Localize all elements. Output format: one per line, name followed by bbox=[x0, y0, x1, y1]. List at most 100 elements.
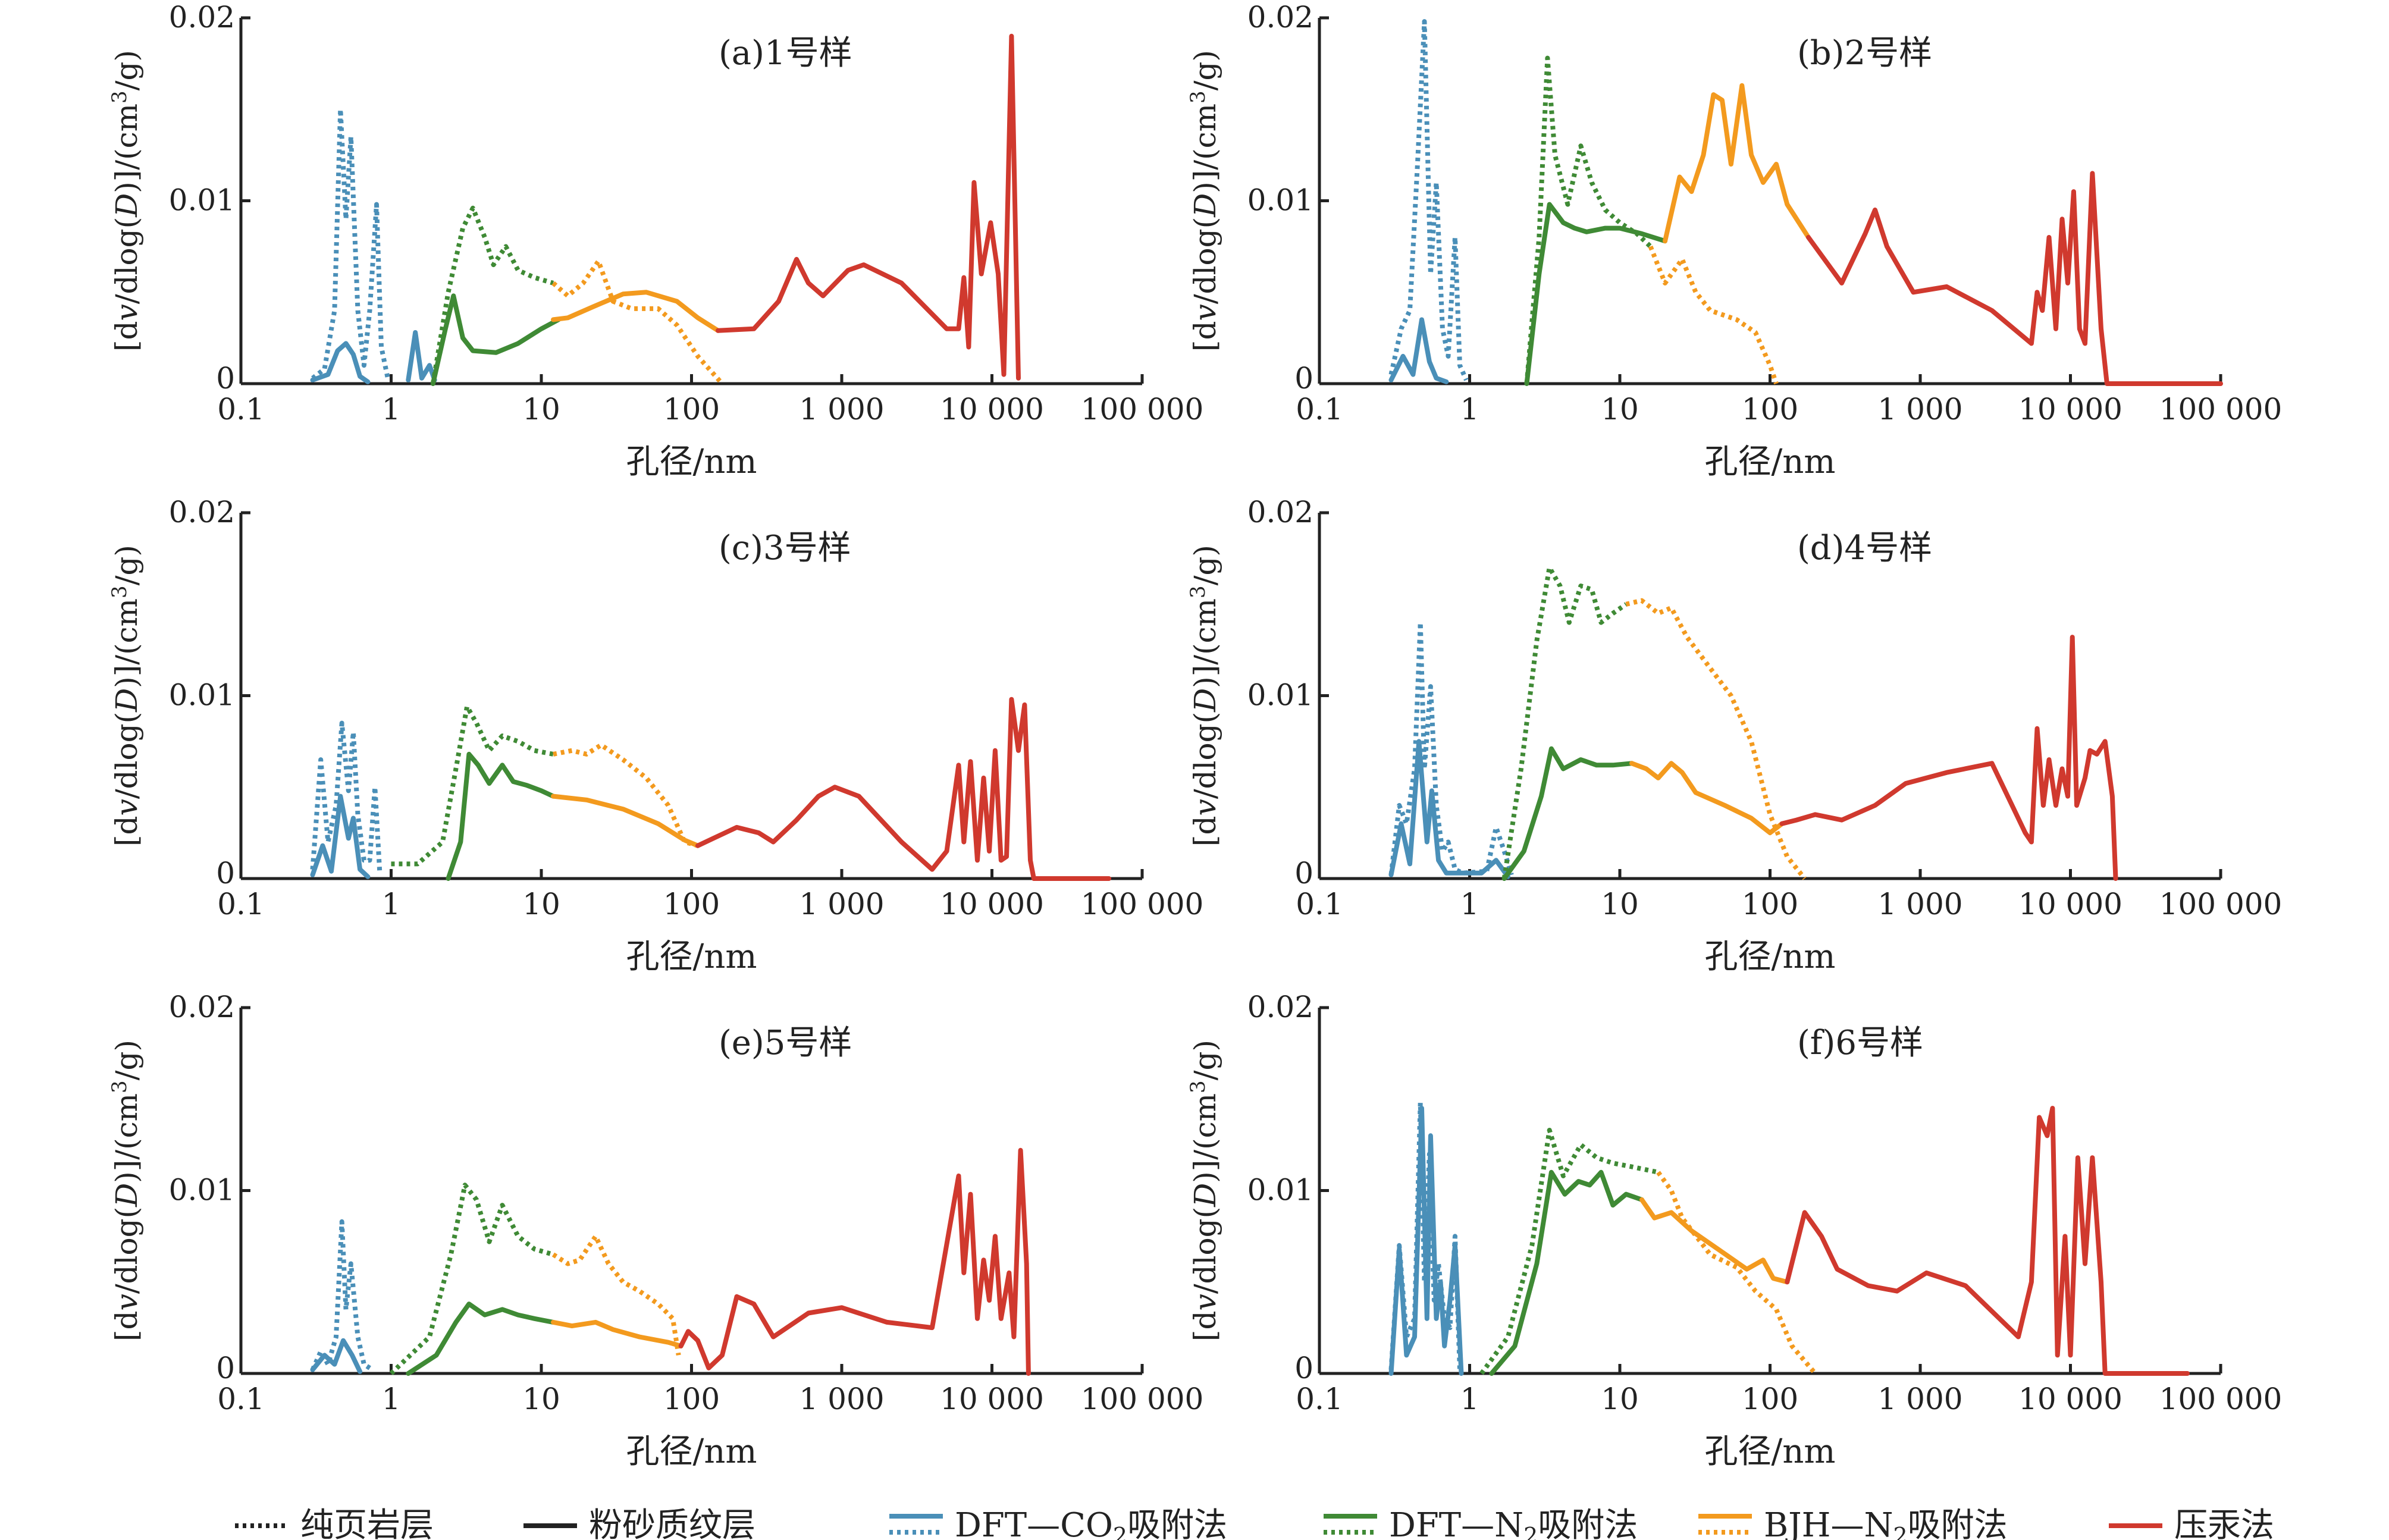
series-n2dft-solid bbox=[406, 1301, 556, 1376]
legend-n2dft: DFT—N2吸附法 bbox=[1324, 1506, 1638, 1540]
x-axis-label: 孔径/nm bbox=[1704, 937, 1835, 976]
panel-4: 0.1 1 10 100 1 000 10 000 100 000 0 0.01 0.02 孔径/n… bbox=[1186, 495, 2282, 976]
series-n2dft-solid bbox=[1524, 202, 1667, 386]
x-tick-label: 10 bbox=[522, 392, 560, 426]
legend-bjh: BJH—N2吸附法 bbox=[1698, 1506, 2008, 1540]
series-bjh-solid bbox=[551, 1319, 684, 1348]
y-tick-label: 0 bbox=[1294, 856, 1313, 890]
legend-shale: 纯页岩层 bbox=[235, 1506, 434, 1540]
series-hg-solid bbox=[695, 697, 1111, 881]
series-n2dft-dotted bbox=[1501, 565, 1628, 879]
series-hg-solid bbox=[678, 1147, 1031, 1376]
legend: 纯页岩层 粉砂质纹层 DFT—CO2吸附法 DFT—N2吸附法 BJH—N2吸附… bbox=[235, 1506, 2274, 1540]
x-tick-label: 0.1 bbox=[1296, 392, 1343, 426]
x-tick-label: 100 000 bbox=[2159, 392, 2283, 426]
series-n2dft-solid bbox=[446, 751, 556, 881]
x-tick-label: 100 bbox=[1742, 887, 1798, 921]
series-co2-solid bbox=[310, 1338, 363, 1374]
x-tick-label: 100 bbox=[663, 392, 720, 426]
series-co2-dotted bbox=[311, 106, 390, 380]
panel-title: (f)6号样 bbox=[1797, 1024, 1923, 1062]
x-tick-label: 100 bbox=[663, 887, 720, 921]
x-tick-label: 1 bbox=[1460, 887, 1479, 921]
x-tick-label: 100 000 bbox=[1081, 1382, 1204, 1416]
panel-6: 0.1 1 10 100 1 000 10 000 100 000 0 0.01 0.02 孔径/n… bbox=[1186, 990, 2282, 1471]
series-bjh-solid bbox=[1639, 1197, 1790, 1285]
series-co2-solid bbox=[1388, 739, 1510, 879]
panels: 0.1 1 10 100 1 000 10 000 100 00000.010.02孔径/n… bbox=[108, 0, 2282, 1471]
legend-co2: DFT—CO2吸附法 bbox=[889, 1506, 1227, 1540]
x-tick-label: 10 bbox=[522, 887, 560, 921]
x-tick-label: 1 bbox=[1460, 1382, 1479, 1416]
y-axis-label: [dv/dlog(D)]/(cm3/g) bbox=[1186, 545, 1222, 846]
x-axis-label: 孔径/nm bbox=[626, 443, 757, 481]
series-co2-dotted bbox=[1388, 620, 1514, 876]
series-bjh-solid bbox=[551, 290, 720, 333]
y-tick-label: 0 bbox=[1294, 1351, 1313, 1385]
series-hg-solid bbox=[1785, 1106, 2190, 1376]
series-n2dft-dotted bbox=[1479, 1128, 1659, 1375]
x-tick-label: 10 000 bbox=[940, 392, 1044, 426]
series-bjh-dotted bbox=[553, 742, 699, 848]
series-co2-solid bbox=[310, 793, 371, 879]
series-co2-dotted bbox=[1388, 19, 1469, 381]
x-axis-label: 孔径/nm bbox=[626, 1432, 757, 1471]
y-axis-label: [dv/dlog(D)]/(cm3/g) bbox=[108, 1040, 144, 1341]
series-bjh-solid bbox=[551, 793, 700, 848]
x-tick-label: 10 000 bbox=[2018, 1382, 2122, 1416]
y-tick-label: 0.01 bbox=[169, 678, 235, 713]
x-tick-label: 10 000 bbox=[940, 1382, 1044, 1416]
x-tick-label: 0.1 bbox=[1296, 887, 1343, 921]
legend-hg-label: 压汞法 bbox=[2174, 1506, 2274, 1540]
x-tick-label: 0.1 bbox=[217, 392, 265, 426]
x-tick-label: 0.1 bbox=[217, 887, 265, 921]
panel-title: (c)3号样 bbox=[719, 529, 851, 567]
x-tick-label: 10 bbox=[1601, 887, 1639, 921]
series-bjh-dotted bbox=[1625, 598, 1807, 880]
series-hg-solid bbox=[1806, 171, 2223, 386]
panel-title: (d)4号样 bbox=[1797, 529, 1932, 567]
series-bjh-solid bbox=[1629, 761, 1785, 836]
legend-hg: 压汞法 bbox=[2109, 1506, 2274, 1540]
legend-co2-label: DFT—CO2吸附法 bbox=[955, 1506, 1227, 1540]
panel-title: (e)5号样 bbox=[719, 1024, 852, 1062]
panel-2: 0.1 1 10 100 1 000 10 000 100 000 0 0.01 0.02 孔径/n… bbox=[1186, 0, 2282, 481]
x-tick-label: 1 000 bbox=[1877, 1382, 1962, 1416]
series-n2dft-dotted bbox=[391, 704, 554, 867]
x-tick-label: 1 bbox=[1460, 392, 1479, 426]
y-tick-label: 0.01 bbox=[1247, 1173, 1313, 1207]
series-hg-solid bbox=[716, 33, 1021, 381]
y-tick-label: 0.01 bbox=[1247, 678, 1313, 713]
series-bjh-dotted bbox=[1648, 245, 1779, 385]
y-axis-label: [dv/dlog(D)]/(cm3/g) bbox=[1186, 50, 1222, 352]
x-tick-label: 1 bbox=[382, 1382, 401, 1416]
panel-1: 0.1 1 10 100 1 000 10 000 100 000 0 0.01 0.02 孔径/n… bbox=[108, 0, 1203, 481]
x-tick-label: 0.1 bbox=[217, 1382, 265, 1416]
series-n2dft-solid bbox=[1501, 746, 1634, 881]
legend-shale-label: 纯页岩层 bbox=[300, 1506, 434, 1540]
x-tick-label: 10 bbox=[1601, 392, 1639, 426]
x-tick-label: 100 bbox=[1742, 1382, 1798, 1416]
legend-bjh-label: BJH—N2吸附法 bbox=[1764, 1506, 2008, 1540]
x-tick-label: 10 000 bbox=[940, 887, 1044, 921]
legend-silt: 粉砂质纹层 bbox=[523, 1506, 755, 1540]
y-tick-label: 0.01 bbox=[169, 1173, 235, 1207]
x-tick-label: 10 bbox=[522, 1382, 560, 1416]
series-hg-solid bbox=[1779, 635, 2118, 881]
series-co2-solid bbox=[310, 341, 371, 384]
x-tick-label: 1 bbox=[382, 392, 401, 426]
y-axis-label: [dv/dlog(D)]/(cm3/g) bbox=[108, 50, 144, 352]
series-bjh-dotted bbox=[551, 1234, 681, 1356]
x-tick-label: 0.1 bbox=[1296, 1382, 1343, 1416]
panel-title: (a)1号样 bbox=[719, 34, 852, 73]
series-co2-solid bbox=[1388, 1106, 1464, 1376]
x-axis-label: 孔径/nm bbox=[1704, 443, 1835, 481]
y-axis-label: [dv/dlog(D)]/(cm3/g) bbox=[1186, 1040, 1222, 1341]
y-tick-label: 0.02 bbox=[169, 990, 235, 1024]
legend-n2dft-label: DFT—N2吸附法 bbox=[1389, 1506, 1638, 1540]
series-co2-dotted bbox=[310, 720, 383, 874]
series-bjh-dotted bbox=[1656, 1171, 1817, 1375]
series-n2dft-solid bbox=[430, 293, 561, 386]
x-tick-label: 10 bbox=[1601, 1382, 1639, 1416]
